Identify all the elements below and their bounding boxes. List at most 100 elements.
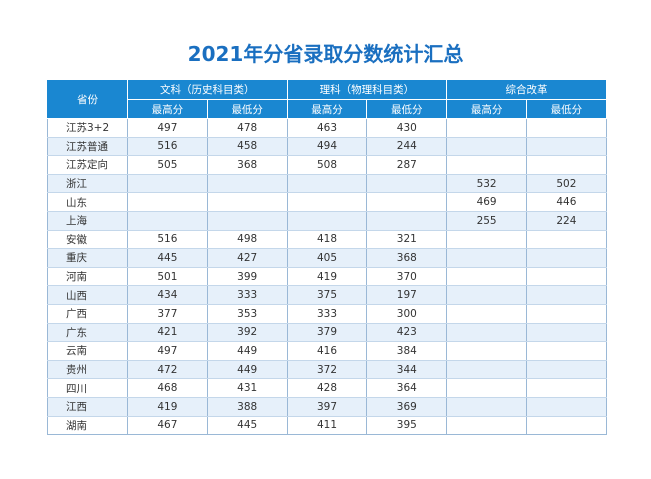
max-score-cell — [446, 285, 527, 305]
table-body: 江苏3+2 497 478 463 430 江苏普通 516 458 494 244 江苏定向 505… — [47, 118, 607, 436]
table-row: 山东 469 446 — [47, 192, 607, 212]
score-table: 省份 文科（历史科目类） 理科（物理科目类） 综合改革 最高分 最低分 最高分 … — [47, 79, 607, 436]
table-row: 江西 419 388 397 369 — [47, 396, 607, 417]
min-score-cell — [525, 155, 607, 175]
max-score-cell — [286, 210, 368, 231]
province-name: 上海 — [47, 210, 128, 231]
max-score-cell: 419 — [127, 396, 208, 417]
max-score-cell: 494 — [286, 136, 368, 157]
table-row: 江苏定向 505 368 508 287 — [47, 155, 607, 175]
max-score-cell: 372 — [286, 359, 368, 380]
max-score-cell: 472 — [127, 359, 208, 380]
max-score-cell — [286, 173, 368, 194]
max-score-cell: 416 — [286, 341, 368, 361]
min-score-cell — [525, 378, 607, 398]
max-score-cell: 468 — [127, 378, 208, 398]
max-score-cell: 405 — [286, 248, 368, 268]
max-score-cell — [446, 341, 527, 361]
max-score-cell — [127, 210, 208, 231]
min-score-cell — [366, 192, 448, 212]
province-name: 山西 — [47, 285, 128, 305]
table-row: 上海 255 224 — [47, 210, 607, 231]
table-row: 广东 421 392 379 423 — [47, 322, 607, 343]
province-name: 广东 — [47, 322, 128, 343]
header-group-liberal-arts: 文科（历史科目类） — [127, 79, 288, 100]
province-name: 江西 — [47, 396, 128, 417]
min-score-cell — [525, 322, 607, 343]
province-name: 江苏3+2 — [47, 118, 128, 138]
min-score-cell: 287 — [366, 155, 448, 175]
province-name: 四川 — [47, 378, 128, 398]
table-row: 重庆 445 427 405 368 — [47, 248, 607, 268]
min-score-cell: 333 — [206, 285, 288, 305]
min-score-cell: 384 — [366, 341, 448, 361]
page-title: 2021年分省录取分数统计汇总 — [187, 42, 464, 66]
header-max-score: 最高分 — [286, 99, 368, 119]
min-score-cell: 353 — [206, 303, 288, 324]
province-name: 广西 — [47, 303, 128, 324]
min-score-cell: 197 — [366, 285, 448, 305]
min-score-cell: 388 — [206, 396, 288, 417]
max-score-cell: 434 — [127, 285, 208, 305]
table-row: 山西 434 333 375 197 — [47, 285, 607, 305]
province-name: 云南 — [47, 341, 128, 361]
min-score-cell — [525, 266, 607, 287]
header-province: 省份 — [47, 79, 128, 119]
max-score-cell: 505 — [127, 155, 208, 175]
max-score-cell — [446, 118, 527, 138]
max-score-cell: 497 — [127, 118, 208, 138]
province-name: 湖南 — [47, 415, 128, 436]
header-group-science: 理科（物理科目类） — [286, 79, 448, 100]
min-score-cell: 224 — [525, 210, 607, 231]
table-row: 浙江 532 502 — [47, 173, 607, 194]
header-min-score: 最低分 — [206, 99, 288, 119]
table-row: 四川 468 431 428 364 — [47, 378, 607, 398]
max-score-cell: 379 — [286, 322, 368, 343]
province-name: 浙江 — [47, 173, 128, 194]
min-score-cell: 344 — [366, 359, 448, 380]
table-row: 广西 377 353 333 300 — [47, 303, 607, 324]
max-score-cell: 516 — [127, 136, 208, 157]
min-score-cell: 445 — [206, 415, 288, 436]
header-group-comprehensive: 综合改革 — [446, 79, 607, 100]
max-score-cell: 467 — [127, 415, 208, 436]
max-score-cell: 501 — [127, 266, 208, 287]
max-score-cell: 469 — [446, 192, 527, 212]
header-max-score: 最高分 — [446, 99, 527, 119]
max-score-cell — [446, 322, 527, 343]
max-score-cell: 428 — [286, 378, 368, 398]
max-score-cell: 516 — [127, 229, 208, 250]
min-score-cell — [366, 173, 448, 194]
max-score-cell — [446, 415, 527, 436]
min-score-cell — [525, 341, 607, 361]
max-score-cell — [446, 229, 527, 250]
province-name: 江苏定向 — [47, 155, 128, 175]
header-max-score: 最高分 — [127, 99, 208, 119]
max-score-cell: 463 — [286, 118, 368, 138]
max-score-cell — [446, 248, 527, 268]
min-score-cell: 449 — [206, 359, 288, 380]
min-score-cell — [366, 210, 448, 231]
min-score-cell: 395 — [366, 415, 448, 436]
min-score-cell — [206, 192, 288, 212]
min-score-cell — [525, 248, 607, 268]
table-row: 贵州 472 449 372 344 — [47, 359, 607, 380]
min-score-cell: 458 — [206, 136, 288, 157]
min-score-cell — [525, 415, 607, 436]
min-score-cell — [525, 396, 607, 417]
min-score-cell: 392 — [206, 322, 288, 343]
min-score-cell: 321 — [366, 229, 448, 250]
max-score-cell — [286, 192, 368, 212]
province-name: 重庆 — [47, 248, 128, 268]
min-score-cell: 502 — [525, 173, 607, 194]
min-score-cell: 478 — [206, 118, 288, 138]
max-score-cell: 508 — [286, 155, 368, 175]
max-score-cell — [127, 192, 208, 212]
max-score-cell: 445 — [127, 248, 208, 268]
min-score-cell: 427 — [206, 248, 288, 268]
table-row: 江苏3+2 497 478 463 430 — [47, 118, 607, 138]
max-score-cell — [446, 378, 527, 398]
max-score-cell — [446, 136, 527, 157]
min-score-cell: 370 — [366, 266, 448, 287]
